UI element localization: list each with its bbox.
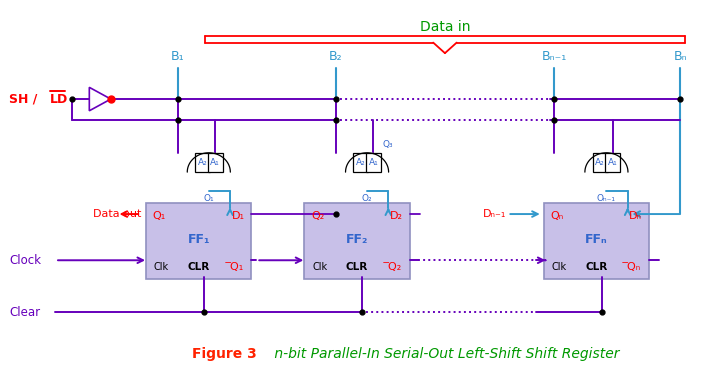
Text: CLR: CLR: [346, 262, 368, 272]
Bar: [605, 153, 620, 172]
Text: A₁: A₁: [608, 158, 618, 167]
Text: Q₁: Q₁: [153, 211, 166, 222]
Text: ̅Q₁: ̅Q₁: [230, 262, 244, 272]
Polygon shape: [345, 153, 389, 172]
Text: A₁: A₁: [211, 158, 220, 167]
Text: A₂: A₂: [198, 158, 207, 167]
Text: Clk: Clk: [552, 262, 566, 272]
Text: CLR: CLR: [188, 262, 210, 272]
Text: CLR: CLR: [585, 262, 608, 272]
Text: Data in: Data in: [420, 20, 470, 34]
Text: O₂: O₂: [362, 194, 372, 203]
Text: Qₙ: Qₙ: [550, 211, 564, 222]
Bar: [544, 203, 649, 279]
Polygon shape: [187, 153, 230, 172]
Text: Q₃: Q₃: [383, 140, 393, 149]
Text: SH /: SH /: [9, 93, 42, 106]
Text: Clear: Clear: [9, 305, 40, 319]
Text: O₁: O₁: [203, 194, 214, 203]
Bar: [195, 153, 210, 172]
Text: A₁: A₁: [369, 158, 379, 167]
Text: B₂: B₂: [329, 50, 342, 63]
Text: Clk: Clk: [312, 262, 327, 272]
Bar: [366, 153, 381, 172]
Text: Data out: Data out: [93, 209, 141, 219]
Bar: [208, 153, 223, 172]
Text: Bₙ: Bₙ: [674, 50, 687, 63]
Bar: [593, 153, 608, 172]
Text: FF₂: FF₂: [346, 233, 368, 246]
Text: Clock: Clock: [9, 254, 41, 267]
Text: D₁: D₁: [232, 211, 245, 222]
Bar: [146, 203, 252, 279]
Text: Bₙ₋₁: Bₙ₋₁: [542, 50, 566, 63]
Text: A₂: A₂: [356, 158, 366, 167]
Text: Dₙ: Dₙ: [630, 211, 642, 222]
Text: Oₙ₋₁: Oₙ₋₁: [597, 194, 616, 203]
Text: A₂: A₂: [596, 158, 605, 167]
Text: FFₙ: FFₙ: [585, 233, 608, 246]
Polygon shape: [585, 153, 628, 172]
Text: B₁: B₁: [171, 50, 184, 63]
Text: ̅Q₂: ̅Q₂: [389, 262, 402, 272]
Text: ̅Qₙ: ̅Qₙ: [628, 262, 642, 272]
Text: D₂: D₂: [390, 211, 403, 222]
Bar: [304, 203, 410, 279]
Bar: [353, 153, 368, 172]
Text: Figure 3: Figure 3: [192, 347, 257, 361]
Text: FF₁: FF₁: [187, 233, 210, 246]
Text: n-bit Parallel-In Serial-Out Left-Shift Shift Register: n-bit Parallel-In Serial-Out Left-Shift …: [270, 347, 620, 361]
Text: LD: LD: [50, 93, 69, 106]
Text: Q₂: Q₂: [311, 211, 324, 222]
Text: Clk: Clk: [154, 262, 169, 272]
Text: Dₙ₋₁: Dₙ₋₁: [483, 209, 506, 219]
